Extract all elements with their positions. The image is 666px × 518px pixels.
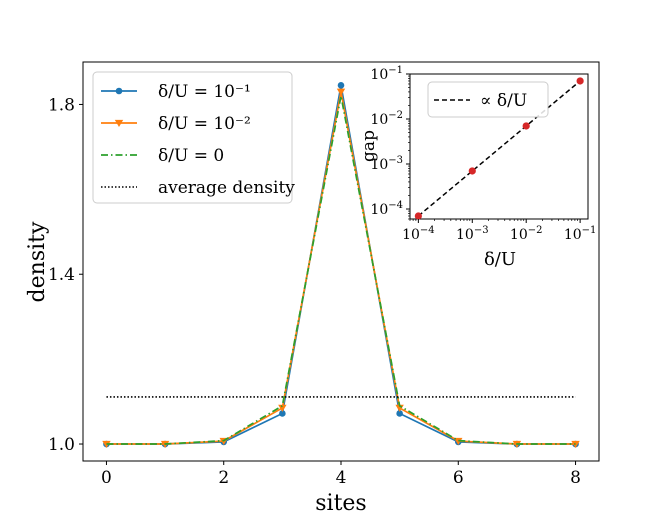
series-1-point-3 (278, 404, 287, 412)
main-ytick-label-1: 1.4 (48, 265, 75, 285)
legend-label-1: δ/U = 10⁻² (158, 114, 251, 134)
inset-point-3 (576, 77, 584, 85)
main-xtick-label-1: 2 (218, 468, 229, 488)
inset-ylabel: gap (359, 130, 379, 162)
main-legend: δ/U = 10⁻¹ δ/U = 10⁻² δ/U = 0 average densi… (92, 71, 295, 204)
legend-label-0: δ/U = 10⁻¹ (158, 82, 251, 102)
inset-point-1 (468, 167, 476, 175)
inset-fit-line (417, 80, 581, 217)
main-legend-entries: δ/U = 10⁻¹ δ/U = 10⁻² δ/U = 0 average densi… (101, 82, 295, 198)
legend-marker-0 (115, 87, 123, 95)
main-ylabel: density (25, 221, 50, 302)
main-xtick-label-3: 6 (453, 468, 464, 488)
inset-legend-box (427, 81, 549, 118)
main-ticks: 0 2 4 6 8 1.0 1.4 1.8 (48, 95, 581, 488)
inset-plot-frame (409, 73, 589, 220)
inset-chart: 10−4 10−3 10−2 10−110−410−310−210−1 δ/U gap… (359, 65, 596, 270)
main-xtick-label-0: 0 (101, 468, 112, 488)
inset-point-2 (522, 122, 530, 130)
legend-label-3: average density (158, 178, 295, 198)
inset-legend: ∝ δ/U (427, 81, 549, 118)
series-0-point-3 (279, 410, 286, 417)
series-line-2 (106, 95, 576, 445)
inset-point-0 (414, 212, 422, 220)
series-0-point-4 (337, 82, 345, 89)
inset-xlabel: δ/U (484, 249, 516, 270)
legend-label-2: δ/U = 0 (158, 146, 224, 166)
legend-marker-1 (114, 119, 124, 127)
main-xtick-label-4: 8 (570, 468, 581, 488)
main-ytick-label-0: 1.0 (48, 435, 75, 455)
series-1-point-4 (336, 88, 346, 96)
series-0-point-5 (396, 410, 403, 417)
main-legend-box (92, 71, 293, 204)
main-data-layer (102, 82, 580, 449)
inset-data-layer (414, 77, 584, 220)
main-xlabel: sites (315, 491, 366, 516)
inset-ticks: 10−4 10−3 10−2 10−110−410−310−210−1 (370, 65, 596, 243)
main-chart: 0 2 4 6 81.01.41.8 sites density δ/U = 10⁻¹δ… (25, 61, 600, 516)
main-xtick-label-2: 4 (336, 468, 347, 488)
inset-legend-label: ∝ δ/U (480, 91, 527, 111)
main-ytick-label-2: 1.8 (48, 95, 75, 115)
